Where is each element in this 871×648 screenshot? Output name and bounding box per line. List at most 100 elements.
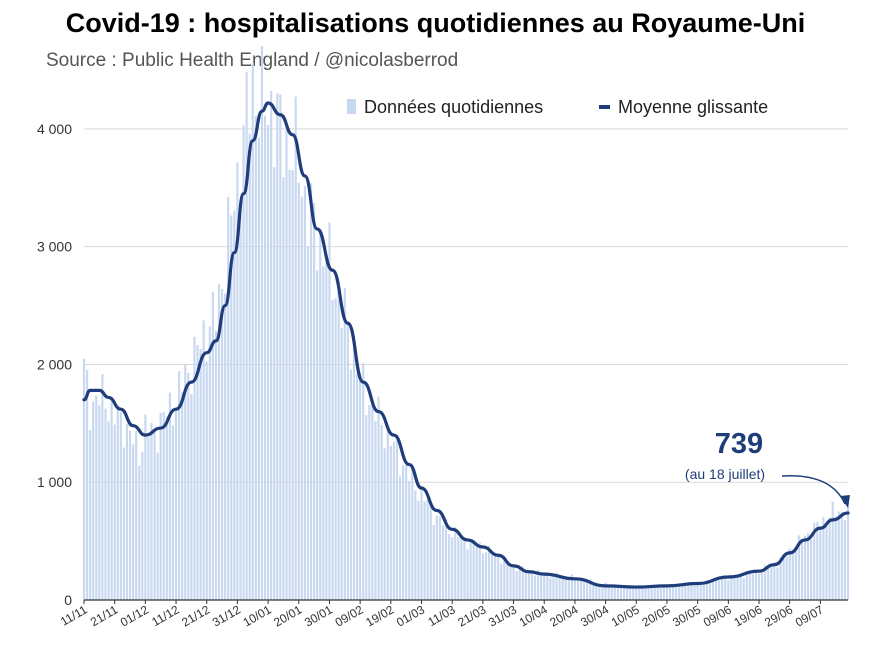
daily-bar bbox=[668, 585, 672, 600]
daily-bar bbox=[352, 342, 356, 600]
annotation-value: 739 bbox=[715, 428, 763, 460]
x-tick-label: 30/05 bbox=[670, 602, 703, 629]
daily-bar bbox=[604, 582, 607, 600]
daily-bar bbox=[595, 582, 598, 600]
daily-bar bbox=[423, 501, 426, 600]
daily-bar bbox=[469, 539, 472, 600]
daily-bar bbox=[589, 579, 592, 600]
legend-layer: Données quotidiennes Moyenne glissante bbox=[347, 97, 768, 117]
daily-bar bbox=[509, 566, 512, 600]
daily-bar bbox=[107, 421, 110, 600]
bars-layer bbox=[82, 45, 850, 601]
daily-bar bbox=[846, 500, 850, 600]
daily-bar bbox=[211, 291, 214, 600]
daily-bar bbox=[693, 585, 696, 600]
x-tick-label: 19/02 bbox=[363, 602, 396, 629]
daily-bar bbox=[714, 578, 718, 600]
daily-bar bbox=[221, 288, 224, 600]
daily-bar bbox=[205, 361, 208, 600]
daily-bar bbox=[328, 222, 331, 600]
daily-bar bbox=[678, 585, 681, 600]
daily-bar bbox=[837, 511, 840, 600]
daily-bar bbox=[705, 580, 708, 600]
daily-bar bbox=[454, 527, 457, 600]
daily-bar bbox=[101, 374, 104, 600]
daily-bar bbox=[288, 169, 291, 601]
x-tick-label: 11/03 bbox=[425, 602, 458, 629]
daily-bar bbox=[438, 516, 441, 600]
daily-bar bbox=[564, 577, 567, 600]
x-tick-label: 19/06 bbox=[732, 602, 765, 629]
daily-bar bbox=[616, 586, 619, 600]
daily-bar bbox=[313, 203, 316, 601]
daily-bar bbox=[242, 125, 245, 600]
daily-bar bbox=[150, 423, 153, 600]
daily-bar bbox=[843, 520, 847, 600]
daily-bar bbox=[119, 411, 122, 600]
daily-bar bbox=[239, 212, 242, 600]
daily-bar bbox=[751, 573, 754, 600]
daily-bar bbox=[291, 170, 294, 601]
daily-bar bbox=[319, 228, 322, 600]
daily-bar bbox=[429, 502, 432, 600]
daily-bar bbox=[736, 575, 739, 600]
daily-bar bbox=[641, 587, 644, 600]
daily-bar bbox=[558, 577, 561, 600]
daily-bar bbox=[230, 215, 233, 600]
daily-bar bbox=[356, 373, 359, 600]
x-tick-label: 29/06 bbox=[762, 602, 795, 629]
daily-bar bbox=[475, 547, 478, 600]
annotation-arrowhead bbox=[840, 494, 850, 508]
daily-bar bbox=[533, 575, 537, 600]
daily-bar bbox=[297, 182, 300, 600]
daily-bar bbox=[371, 399, 374, 600]
daily-bar bbox=[745, 573, 748, 600]
x-tick-label: 30/04 bbox=[578, 602, 611, 629]
daily-bar bbox=[260, 45, 264, 600]
x-tick-label: 10/04 bbox=[517, 602, 550, 629]
daily-bar bbox=[398, 476, 402, 600]
daily-bar bbox=[285, 128, 288, 600]
daily-bar bbox=[586, 579, 589, 600]
daily-bar bbox=[466, 549, 469, 600]
daily-bar bbox=[122, 447, 125, 600]
daily-bar bbox=[573, 577, 576, 600]
daily-bar bbox=[484, 552, 488, 600]
daily-bar bbox=[224, 293, 227, 600]
daily-bar bbox=[116, 408, 119, 600]
daily-bar bbox=[761, 572, 764, 600]
x-tick-label: 10/05 bbox=[609, 602, 642, 629]
x-tick-label: 31/03 bbox=[486, 602, 519, 629]
daily-bar bbox=[248, 133, 251, 601]
daily-bar bbox=[279, 94, 282, 601]
daily-bar bbox=[524, 572, 527, 600]
daily-bar bbox=[500, 563, 503, 600]
daily-bar bbox=[402, 465, 405, 600]
y-tick-label: 3 000 bbox=[37, 239, 72, 255]
daily-bar bbox=[159, 412, 162, 600]
daily-bar bbox=[708, 583, 711, 600]
daily-bar bbox=[294, 96, 297, 600]
daily-bar bbox=[816, 521, 819, 600]
x-tick-label: 21/11 bbox=[88, 602, 121, 629]
legend-label: Données quotidiennes bbox=[364, 97, 543, 117]
daily-bar bbox=[171, 425, 175, 600]
daily-bar bbox=[540, 573, 543, 600]
daily-bar bbox=[282, 177, 285, 600]
x-tick-label: 30/01 bbox=[302, 602, 335, 629]
daily-bar bbox=[681, 583, 684, 600]
daily-bar bbox=[494, 553, 497, 600]
daily-bar bbox=[690, 583, 693, 600]
daily-bar bbox=[181, 392, 184, 600]
daily-bar bbox=[767, 567, 770, 600]
daily-bar bbox=[721, 576, 724, 600]
x-tick-label: 09/07 bbox=[793, 602, 826, 629]
daily-bar bbox=[748, 571, 751, 600]
axis-layer: 0 1 000 2 000 3 000 4 000 11/1121/1101/1211/1… bbox=[37, 121, 848, 630]
daily-bar bbox=[583, 581, 586, 600]
daily-bar bbox=[178, 371, 181, 600]
daily-bar bbox=[592, 583, 595, 600]
daily-bar bbox=[270, 90, 273, 601]
daily-bar bbox=[184, 364, 187, 600]
daily-bar bbox=[153, 431, 156, 600]
